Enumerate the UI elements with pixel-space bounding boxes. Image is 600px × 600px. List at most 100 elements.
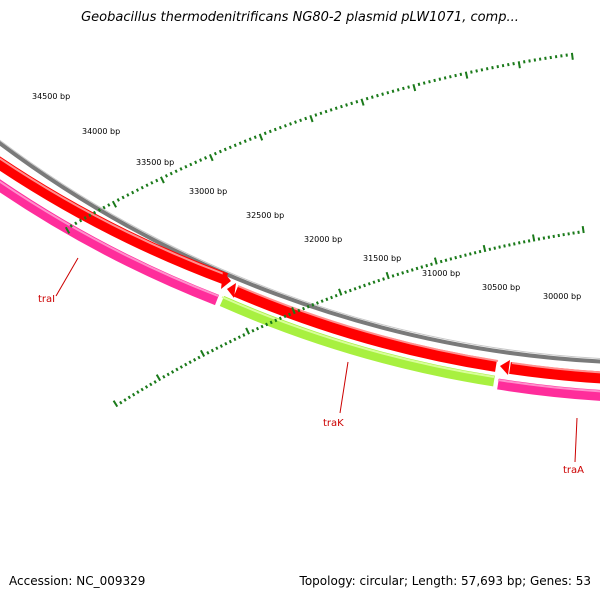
- gene-red-middle-arrowhead: [227, 283, 236, 298]
- outer-tick: [93, 210, 97, 215]
- inner-tick: [415, 266, 419, 271]
- inner-tick: [338, 288, 343, 296]
- outer-tick: [459, 72, 463, 77]
- outer-tick: [278, 125, 282, 130]
- traK-leader-line: [339, 361, 349, 414]
- outer-tick: [208, 153, 214, 162]
- inner-tick: [112, 400, 119, 408]
- inner-tick: [269, 320, 273, 325]
- outer-tick: [309, 114, 314, 123]
- outer-tick: [533, 58, 537, 62]
- outer-tick: [485, 67, 489, 71]
- inner-tick: [197, 355, 201, 360]
- inner-tick: [136, 390, 140, 394]
- outer-tick: [233, 143, 237, 148]
- outer-tick: [164, 174, 169, 178]
- inner-tick: [527, 239, 531, 243]
- tick-label-31500: 31500 bp: [363, 254, 401, 263]
- outer-tick: [355, 100, 359, 104]
- gene-traA-arc: [497, 378, 600, 401]
- outer-tick: [370, 95, 374, 99]
- outer-tick: [507, 62, 510, 67]
- outer-tick: [228, 145, 232, 150]
- outer-tick: [169, 171, 173, 176]
- gene-red-left: [0, 156, 229, 285]
- outer-tick: [475, 69, 478, 73]
- outer-tick: [107, 203, 111, 207]
- inner-tick: [144, 385, 149, 389]
- inner-tick: [430, 262, 433, 266]
- inner-tick: [517, 241, 521, 245]
- outer-tick: [203, 156, 208, 160]
- outer-tick: [243, 139, 247, 143]
- outer-tick: [570, 52, 574, 60]
- gene-red-right: [509, 362, 600, 384]
- inner-tick: [537, 237, 541, 241]
- outer-tick: [528, 59, 531, 63]
- outer-tick: [179, 167, 183, 171]
- gene-red-middle-shine: [237, 285, 499, 362]
- outer-tick: [449, 75, 452, 79]
- outer-tick: [258, 133, 264, 141]
- outer-tick: [289, 122, 292, 126]
- outer-tick: [417, 82, 421, 87]
- inner-tick: [513, 242, 516, 246]
- inner-tick: [330, 295, 334, 300]
- tick-label-33000: 33000 bp: [189, 187, 227, 196]
- inner-tick: [562, 233, 565, 237]
- inner-tick: [325, 297, 329, 302]
- inner-tick: [219, 344, 223, 348]
- outer-tick: [268, 129, 272, 134]
- inner-tick: [532, 234, 536, 242]
- inner-tick: [391, 274, 395, 278]
- outer-tick: [273, 127, 277, 132]
- gene-red-middle: [233, 285, 497, 372]
- inner-tick: [425, 263, 429, 268]
- outer-tick: [131, 190, 135, 195]
- outer-tick: [150, 181, 154, 185]
- inner-tick: [377, 278, 381, 283]
- outer-tick: [329, 108, 333, 112]
- inner-tick: [291, 307, 296, 315]
- outer-tick: [304, 116, 308, 121]
- outer-tick: [74, 221, 78, 226]
- inner-tick: [334, 293, 338, 298]
- inner-tick: [577, 230, 580, 234]
- outer-tick: [381, 92, 384, 96]
- inner-tick: [224, 341, 228, 346]
- inner-tick: [433, 257, 438, 265]
- outer-tick: [294, 120, 297, 124]
- inner-tick: [344, 290, 348, 294]
- inner-tick: [401, 271, 405, 275]
- gene-traK-arc: [219, 295, 495, 387]
- outer-tick: [523, 60, 526, 64]
- outer-tick: [97, 208, 101, 212]
- inner-tick: [155, 374, 162, 382]
- outer-tick: [248, 137, 252, 141]
- tick-label-34000: 34000 bp: [82, 127, 120, 136]
- outer-tick: [83, 216, 87, 220]
- outer-tick: [145, 183, 149, 188]
- inner-tick: [367, 282, 371, 286]
- inner-tick: [358, 285, 362, 289]
- inner-tick: [449, 257, 453, 261]
- inner-tick: [123, 398, 127, 402]
- outer-tick: [345, 103, 348, 107]
- outer-tick: [64, 226, 71, 234]
- outer-tick: [253, 135, 257, 139]
- outer-tick: [116, 198, 120, 202]
- inner-tick: [473, 251, 477, 255]
- inner-tick: [306, 304, 310, 309]
- outer-tick: [512, 62, 515, 66]
- inner-tick: [353, 287, 357, 291]
- inner-tick: [237, 335, 241, 339]
- inner-tick: [320, 299, 324, 303]
- outer-tick: [126, 193, 130, 197]
- inner-tick: [315, 301, 319, 305]
- inner-tick: [302, 306, 306, 311]
- accession-text: Accession: NC_009329: [9, 574, 146, 588]
- outer-tick: [334, 106, 338, 110]
- tick-label-32500: 32500 bp: [246, 211, 284, 220]
- inner-tick: [459, 254, 462, 259]
- inner-tick: [228, 339, 232, 344]
